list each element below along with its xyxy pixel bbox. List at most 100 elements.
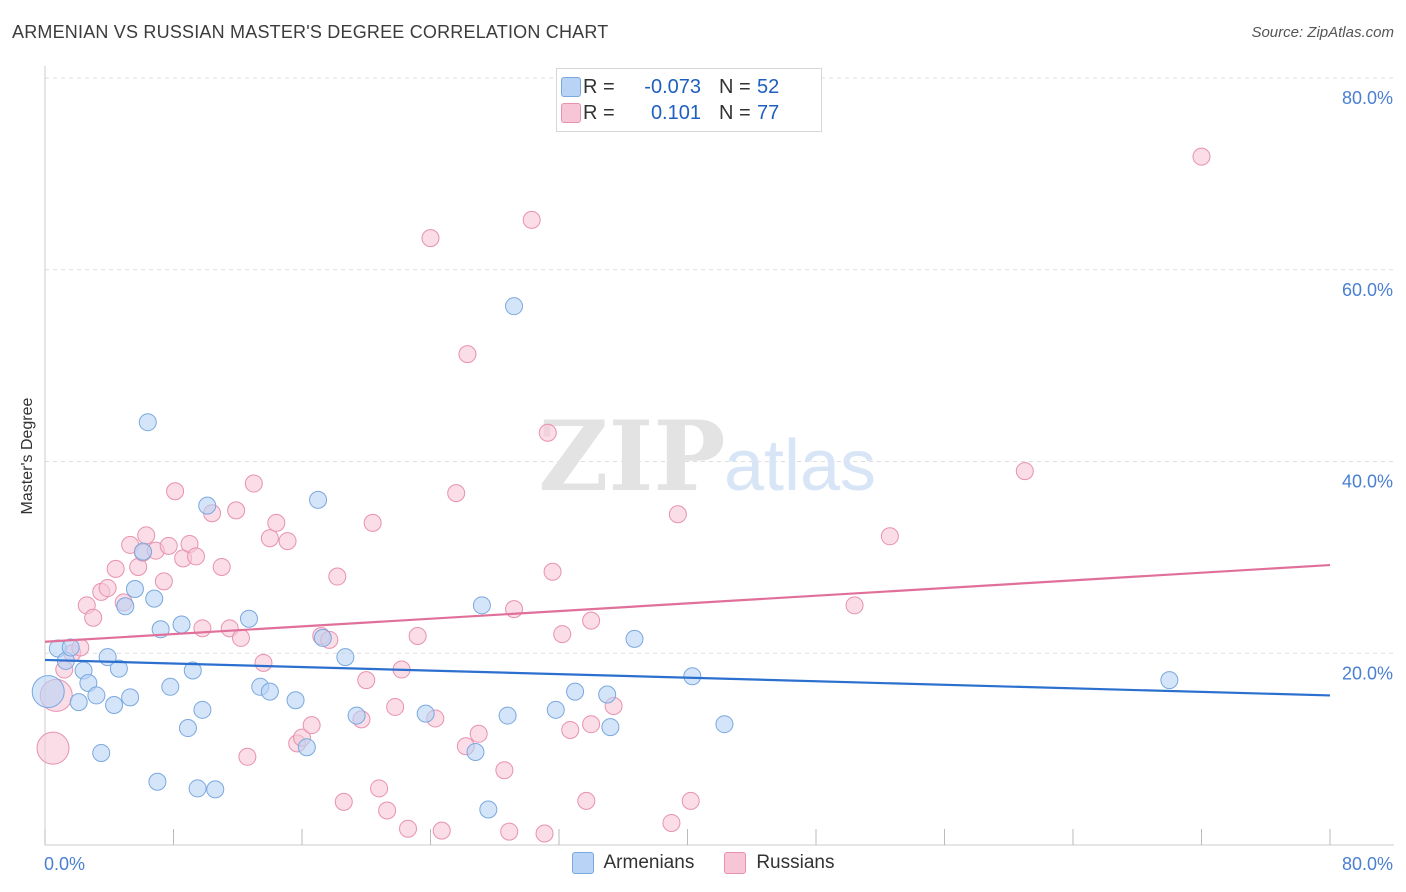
armenian-point xyxy=(498,706,517,725)
russian-point xyxy=(159,536,178,555)
armenian-point xyxy=(546,700,565,719)
russian-point xyxy=(538,423,557,442)
chart-title: ARMENIAN VS RUSSIAN MASTER'S DEGREE CORR… xyxy=(12,22,609,42)
armenian-point xyxy=(416,704,435,723)
armenian-point xyxy=(336,648,355,667)
axes xyxy=(44,66,1394,846)
armenians-trend-line xyxy=(44,658,1331,697)
armenian-point xyxy=(479,800,498,819)
watermark: ZIP atlas xyxy=(538,400,876,513)
russian-point xyxy=(582,715,601,734)
series-legend: Armenians Russians xyxy=(0,852,1406,874)
armenian-point xyxy=(188,779,207,798)
n-label: N = xyxy=(719,75,751,98)
russian-point xyxy=(582,611,601,630)
russian-point xyxy=(212,557,231,576)
russian-point xyxy=(408,626,427,645)
armenian-point xyxy=(116,597,135,616)
armenian-point xyxy=(105,696,124,715)
y-tick-label: 60.0% xyxy=(1342,280,1393,300)
armenian-point xyxy=(133,542,152,561)
armenian-point xyxy=(161,677,180,696)
russian-point xyxy=(421,229,440,248)
x-tick-label-max: 80.0% xyxy=(1342,854,1393,874)
armenian-point xyxy=(92,743,111,762)
russian-point xyxy=(577,791,596,810)
russian-point xyxy=(681,791,700,810)
r-value: -0.073 xyxy=(644,75,701,98)
russian-point xyxy=(458,345,477,364)
russian-point xyxy=(432,821,451,840)
armenian-point xyxy=(260,682,279,701)
armenian-point xyxy=(145,589,164,608)
armenian-point xyxy=(472,596,491,615)
armenian-point xyxy=(297,738,316,757)
watermark-atlas: atlas xyxy=(724,426,876,506)
watermark-zip: ZIP xyxy=(538,400,725,513)
legend-label-armenians: Armenians xyxy=(603,852,695,873)
russian-point xyxy=(500,822,519,841)
armenian-point xyxy=(138,413,157,432)
russian-point xyxy=(238,747,257,766)
russian-point xyxy=(469,724,488,743)
russian-point xyxy=(370,779,389,798)
stats-row-armenians: R = -0.073 N = 52 xyxy=(561,75,779,99)
armenian-point xyxy=(598,685,617,704)
russian-point xyxy=(278,532,297,551)
russian-point xyxy=(154,572,173,591)
russian-point xyxy=(302,716,321,735)
russian-point xyxy=(561,720,580,739)
stats-row-russians: R = 0.101 N = 77 xyxy=(561,101,779,125)
r-label: R = xyxy=(583,101,615,124)
grid-lines xyxy=(45,77,1394,654)
russian-point xyxy=(334,792,353,811)
n-label: N = xyxy=(719,101,751,124)
legend-item-armenians[interactable]: Armenians xyxy=(571,852,695,874)
russian-point xyxy=(399,819,418,838)
r-value: 0.101 xyxy=(650,101,701,124)
legend-item-russians[interactable]: Russians xyxy=(724,852,834,874)
russian-point xyxy=(231,628,250,647)
russian-point xyxy=(1192,147,1211,166)
russian-point xyxy=(495,761,514,780)
russian-point xyxy=(357,671,376,690)
armenian-point xyxy=(193,700,212,719)
armenian-point xyxy=(31,675,65,709)
russian-point xyxy=(1015,462,1034,481)
russian-point xyxy=(254,653,273,672)
armenian-point xyxy=(347,706,366,725)
armenians-swatch xyxy=(571,852,594,874)
russian-point xyxy=(447,484,466,503)
armenian-point xyxy=(183,661,202,680)
armenian-point xyxy=(309,490,328,509)
russian-point xyxy=(386,697,405,716)
russian-point xyxy=(668,505,687,524)
legend-label-russians: Russians xyxy=(756,852,835,873)
russian-point xyxy=(193,619,212,638)
armenian-point xyxy=(601,718,620,737)
armenians-swatch xyxy=(561,77,581,97)
russian-point xyxy=(363,513,382,532)
armenian-point xyxy=(198,496,217,515)
armenian-point xyxy=(505,297,524,316)
armenian-point xyxy=(87,686,106,705)
stats-legend: R = -0.073 N = 52 R = 0.101 N = 77 xyxy=(556,68,822,132)
armenian-point xyxy=(239,609,258,628)
tick-labels: 20.0% 40.0% 60.0% 80.0% 0.0% 80.0% xyxy=(44,88,1393,874)
armenian-point xyxy=(206,780,225,799)
armenian-point xyxy=(125,580,144,599)
russian-point xyxy=(328,567,347,586)
armenian-point xyxy=(109,659,128,678)
russians-swatch xyxy=(561,103,581,123)
russian-point xyxy=(662,813,681,832)
armenian-point xyxy=(1160,671,1179,690)
russian-point xyxy=(186,547,205,566)
armenian-point xyxy=(178,719,197,738)
russians-trend-line xyxy=(44,563,1331,643)
trend-lines xyxy=(44,563,1331,697)
russians-swatch xyxy=(724,852,747,874)
armenian-point xyxy=(466,743,485,762)
armenian-point xyxy=(286,691,305,710)
y-tick-label: 80.0% xyxy=(1342,88,1393,108)
russian-point xyxy=(244,474,263,493)
